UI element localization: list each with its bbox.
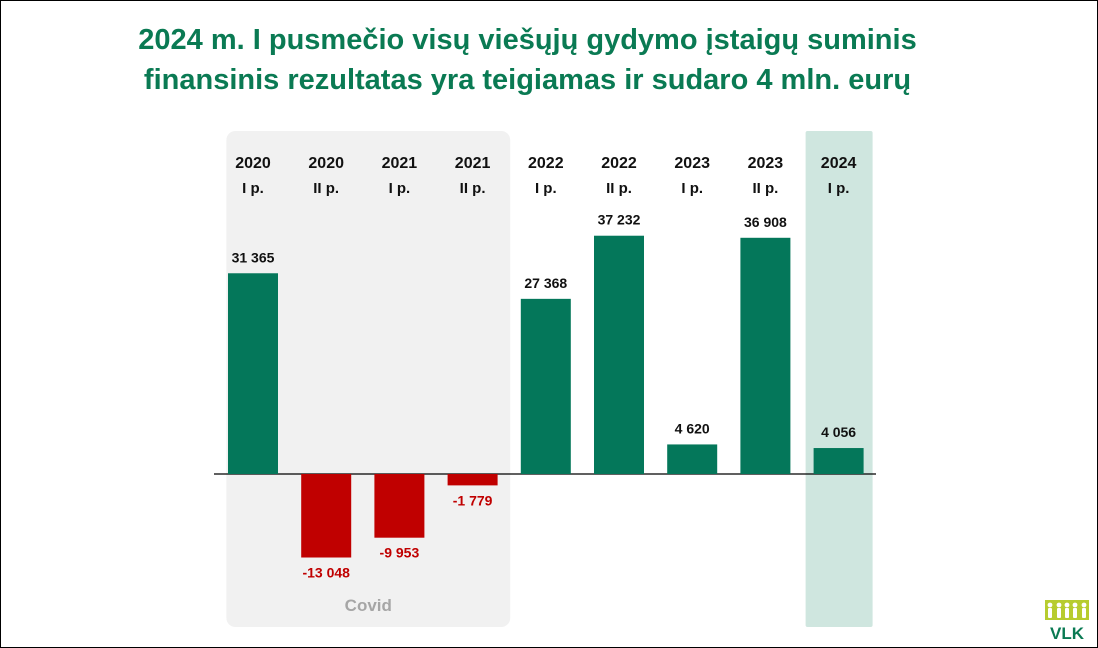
bar: [667, 444, 718, 474]
category-year-label: 2024: [821, 155, 857, 172]
category-year-label: 2021: [382, 155, 418, 172]
category-year-label: 2022: [528, 155, 564, 172]
category-half-label: I p.: [242, 180, 264, 197]
category-half-label: II p.: [752, 180, 778, 197]
category-year-label: 2022: [601, 155, 637, 172]
category-year-label: 2020: [235, 155, 271, 172]
category-year-label: 2020: [308, 155, 344, 172]
page-title: 2024 m. I pusmečio visų viešųjų gydymo į…: [0, 20, 1055, 100]
vlk-logo: VLK: [1045, 600, 1089, 642]
category-half-label: I p.: [681, 180, 703, 197]
bar: [374, 474, 425, 538]
category-half-label: I p.: [828, 180, 850, 197]
data-label: 36 908: [744, 214, 787, 230]
data-label: -1 779: [453, 492, 493, 508]
bar: [447, 474, 498, 486]
data-label: -13 048: [302, 565, 350, 581]
bar: [594, 235, 644, 474]
bar: [520, 298, 571, 474]
covid-panel: [226, 131, 511, 627]
category-half-label: II p.: [606, 180, 632, 197]
category-year-label: 2023: [748, 155, 784, 172]
category-half-label: I p.: [535, 180, 557, 197]
data-label: 31 365: [232, 249, 275, 265]
title-line-1: 2024 m. I pusmečio visų viešųjų gydymo į…: [138, 24, 917, 56]
title-line-2: finansinis rezultatas yra teigiamas ir s…: [143, 64, 912, 96]
data-label: 4 620: [675, 420, 710, 436]
data-label: 37 232: [598, 212, 641, 228]
category-half-label: II p.: [313, 180, 339, 197]
bar: [301, 474, 352, 558]
data-label: 27 368: [524, 275, 567, 291]
bar: [228, 273, 278, 474]
bar: [740, 237, 791, 474]
covid-label: Covid: [345, 596, 392, 615]
category-year-label: 2021: [455, 155, 491, 172]
highlight-panel: [805, 131, 873, 627]
category-year-label: 2023: [674, 155, 710, 172]
logo-text: VLK: [1050, 624, 1085, 642]
data-label: -9 953: [380, 545, 420, 561]
data-label: 4 056: [821, 424, 856, 440]
category-half-label: II p.: [460, 180, 486, 197]
bar: [813, 448, 864, 474]
category-half-label: I p.: [389, 180, 411, 197]
